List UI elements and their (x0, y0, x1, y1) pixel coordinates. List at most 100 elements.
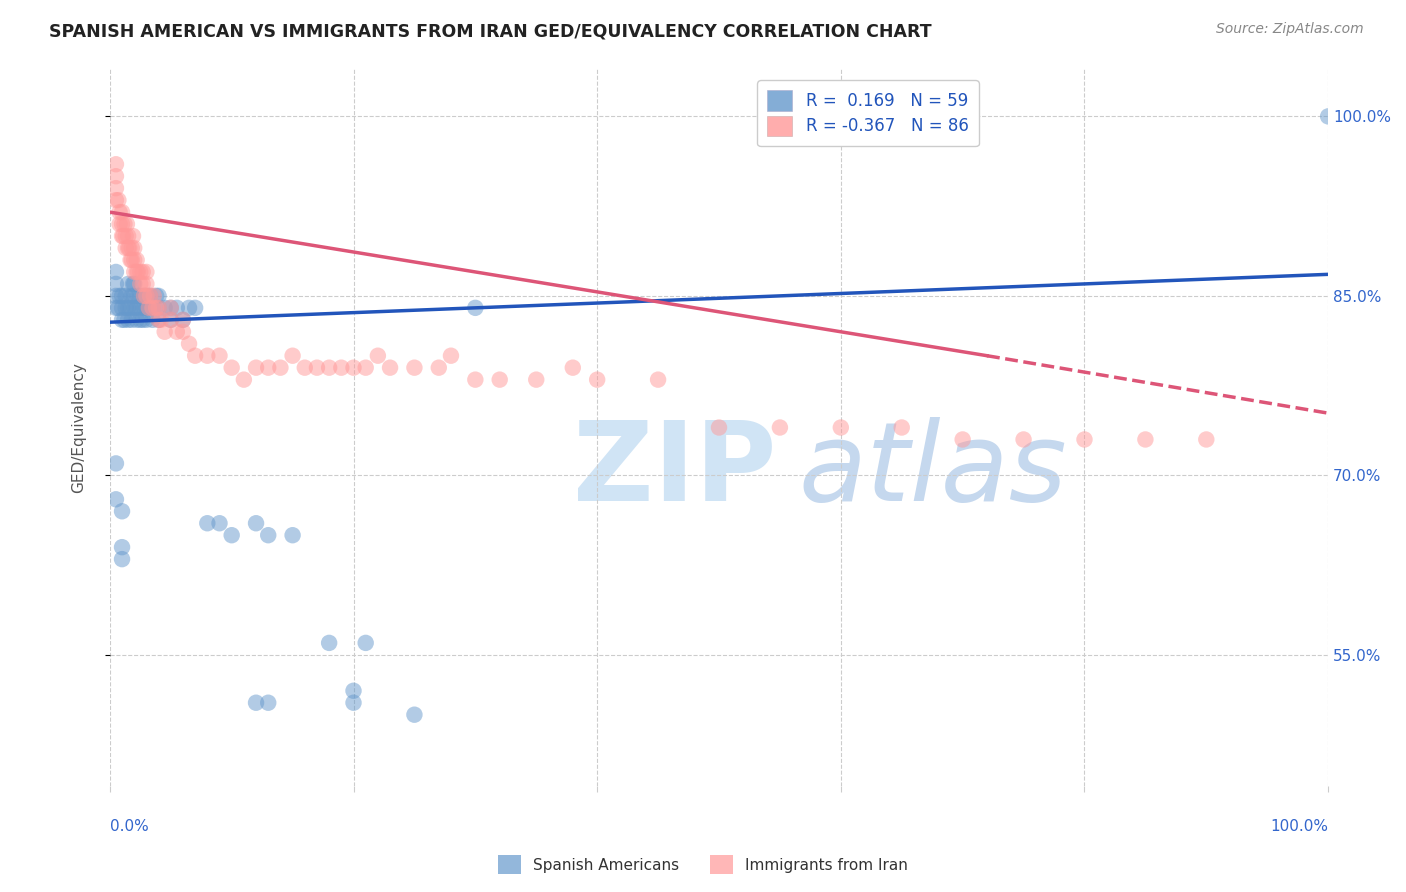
Point (232, 373, 254, 387)
Point (139, 289, 162, 303)
Point (769, 420, 792, 434)
Point (318, 636, 340, 650)
Point (707, 420, 730, 434)
Point (117, 277, 139, 291)
Point (135, 289, 157, 303)
Point (115, 217, 138, 231)
Point (129, 289, 152, 303)
Point (166, 325, 188, 339)
Point (104, 181, 127, 195)
Point (121, 241, 143, 255)
Point (166, 301, 188, 315)
Point (464, 301, 486, 315)
Point (135, 289, 157, 303)
Point (1073, 433, 1095, 447)
Point (318, 360, 340, 375)
Point (141, 313, 163, 327)
Point (111, 504, 134, 518)
Point (404, 360, 426, 375)
Point (132, 277, 155, 291)
Text: Source: ZipAtlas.com: Source: ZipAtlas.com (1216, 22, 1364, 37)
Point (221, 360, 243, 375)
Point (145, 289, 167, 303)
Legend: R =  0.169   N = 59, R = -0.367   N = 86: R = 0.169 N = 59, R = -0.367 N = 86 (758, 80, 979, 146)
Point (281, 528, 304, 542)
Point (150, 313, 173, 327)
Point (114, 313, 136, 327)
Point (153, 301, 176, 315)
Point (830, 420, 852, 434)
Point (122, 301, 145, 315)
Point (647, 373, 669, 387)
Text: 100.0%: 100.0% (1270, 819, 1329, 834)
Point (208, 516, 231, 531)
Point (111, 301, 134, 315)
Point (129, 313, 152, 327)
Point (122, 289, 145, 303)
Point (195, 516, 218, 531)
Point (111, 313, 134, 327)
Point (111, 205, 134, 219)
Point (245, 360, 267, 375)
Point (138, 301, 160, 315)
Point (342, 360, 364, 375)
Point (257, 528, 280, 542)
Point (138, 301, 160, 315)
Point (114, 229, 136, 244)
Point (159, 313, 181, 327)
Point (114, 289, 136, 303)
Point (122, 277, 145, 291)
Point (177, 336, 200, 351)
Point (117, 313, 139, 327)
Point (107, 301, 129, 315)
Point (111, 229, 134, 244)
Text: ZIP: ZIP (572, 417, 776, 524)
Point (122, 265, 145, 279)
Point (121, 289, 143, 303)
Point (122, 241, 145, 255)
Point (1317, 109, 1340, 123)
Point (148, 313, 170, 327)
Point (172, 313, 194, 327)
Point (257, 360, 280, 375)
Point (159, 301, 181, 315)
Point (111, 217, 134, 231)
Point (1195, 433, 1218, 447)
Point (378, 360, 401, 375)
Point (294, 360, 316, 375)
Point (112, 229, 135, 244)
Point (108, 205, 131, 219)
Point (121, 252, 143, 267)
Point (221, 528, 243, 542)
Point (342, 696, 364, 710)
Point (132, 313, 155, 327)
Text: SPANISH AMERICAN VS IMMIGRANTS FROM IRAN GED/EQUIVALENCY CORRELATION CHART: SPANISH AMERICAN VS IMMIGRANTS FROM IRAN… (49, 22, 932, 40)
Point (117, 229, 139, 244)
Point (561, 360, 583, 375)
Point (122, 277, 145, 291)
Point (139, 289, 162, 303)
Point (127, 265, 149, 279)
Point (1135, 433, 1157, 447)
Point (108, 289, 131, 303)
Point (524, 373, 547, 387)
Point (104, 301, 127, 315)
Point (890, 420, 912, 434)
Point (125, 252, 148, 267)
Point (208, 349, 231, 363)
Point (121, 313, 143, 327)
Point (148, 301, 170, 315)
Point (104, 193, 127, 207)
Point (117, 301, 139, 315)
Point (172, 313, 194, 327)
Point (104, 169, 127, 184)
Point (114, 217, 136, 231)
Point (111, 552, 134, 566)
Point (132, 301, 155, 315)
Point (135, 265, 157, 279)
Point (135, 301, 157, 315)
Point (122, 229, 145, 244)
Point (148, 289, 170, 303)
Point (120, 301, 142, 315)
Point (141, 301, 163, 315)
